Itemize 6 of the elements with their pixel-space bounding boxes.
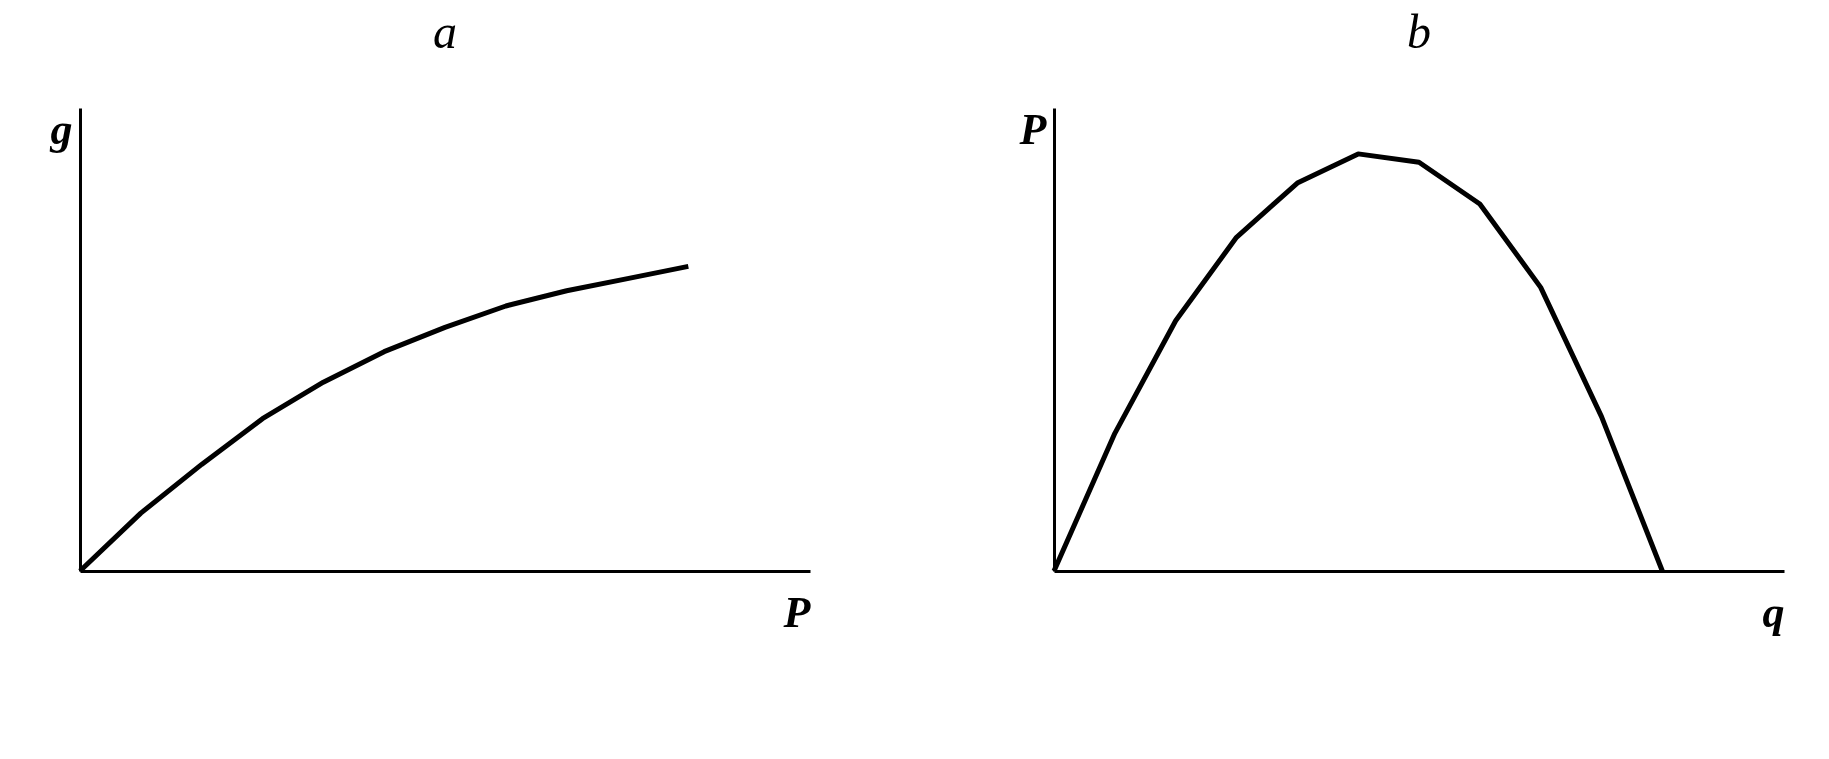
x-axis-title: P: [782, 587, 812, 637]
chart-title: a: [433, 5, 457, 58]
y-axis-title: g: [49, 104, 73, 154]
x-axis-title: q: [1762, 587, 1785, 637]
chart-title: b: [1407, 5, 1431, 58]
y-axis-title: P: [1018, 104, 1048, 154]
